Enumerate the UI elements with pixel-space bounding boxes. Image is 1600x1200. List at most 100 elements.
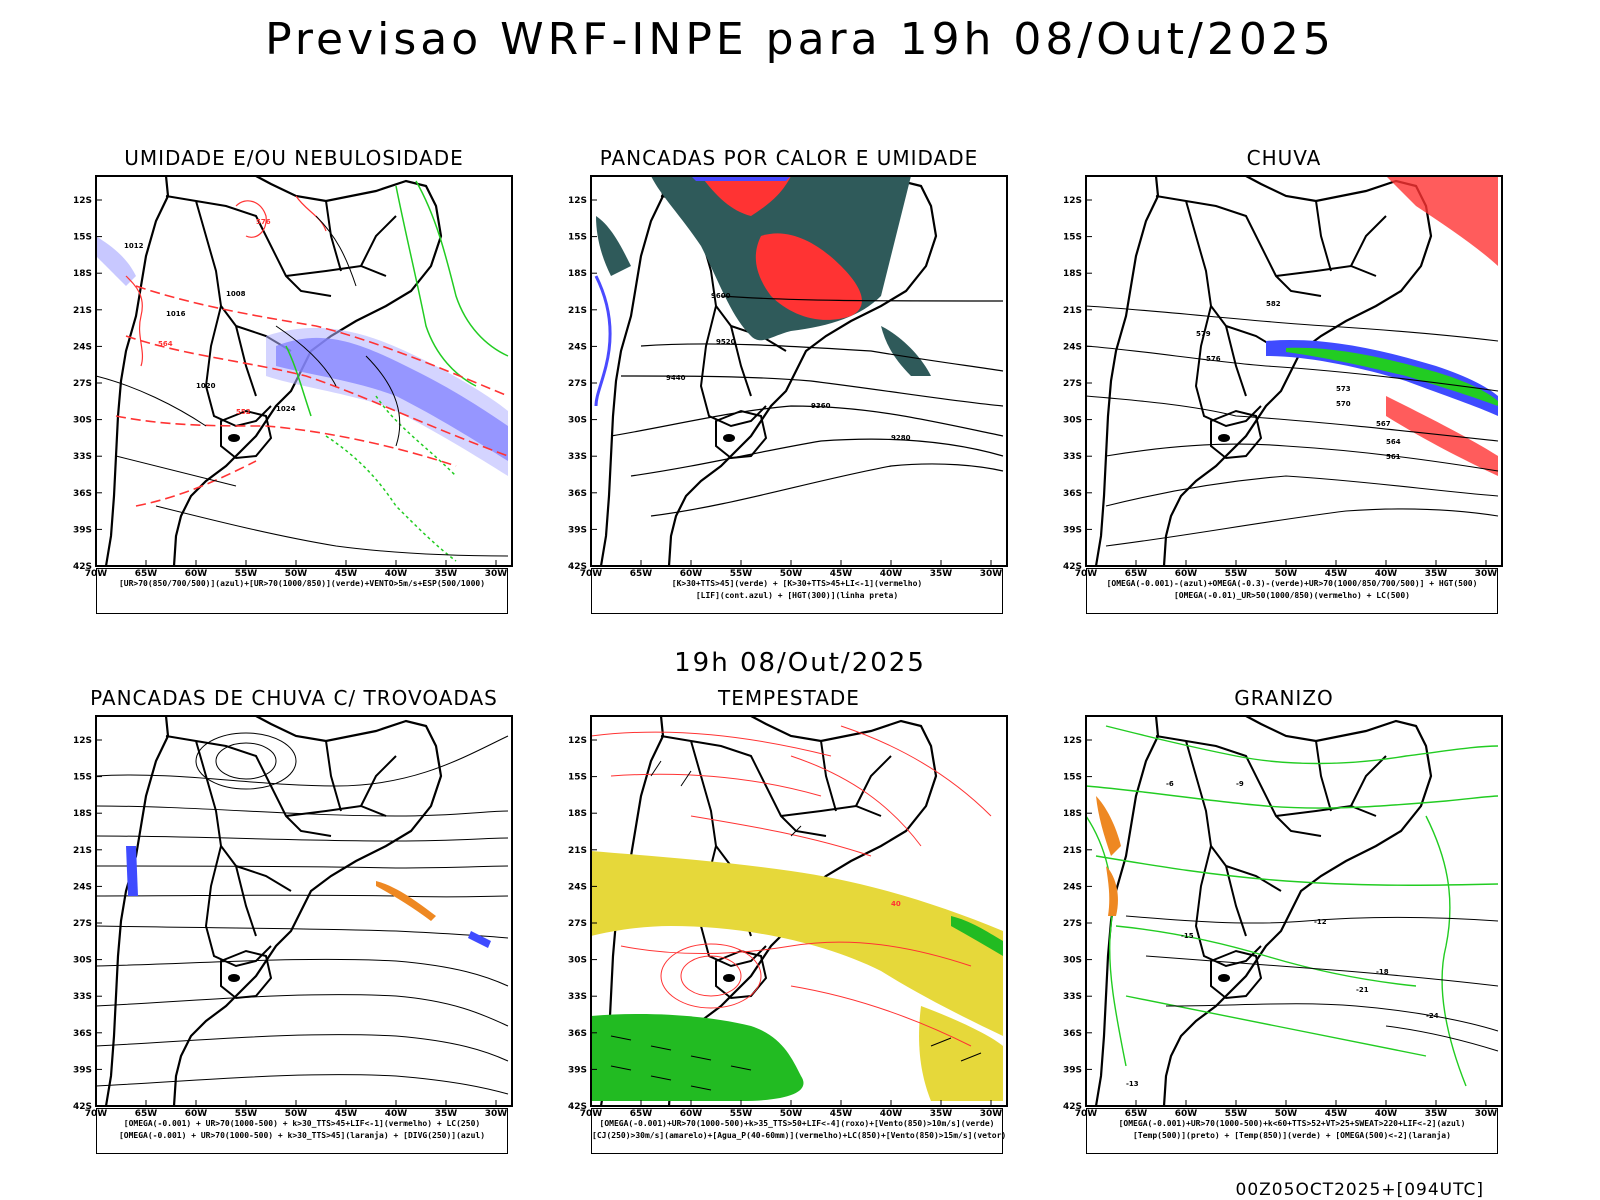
lat-label: 21S bbox=[1063, 846, 1082, 856]
green-wind-east bbox=[951, 916, 1003, 956]
contour-label: -12 bbox=[1314, 918, 1327, 926]
shading-layer bbox=[1096, 796, 1121, 916]
red-rain-band bbox=[1386, 176, 1498, 266]
lon-label: 65W bbox=[135, 569, 158, 579]
basemap bbox=[1094, 175, 1433, 567]
contour-label: 1016 bbox=[166, 310, 186, 318]
lon-label: 30W bbox=[980, 569, 1003, 579]
contour-label: 570 bbox=[1336, 400, 1351, 408]
map-frame bbox=[1085, 715, 1503, 1107]
legend-box: [OMEGA(-0.001)-(azul)+OMEGA(-0.3)-(verde… bbox=[1086, 568, 1498, 614]
lagoon bbox=[228, 974, 240, 982]
lat-label: 18S bbox=[73, 269, 92, 279]
lon-label: 35W bbox=[1425, 569, 1448, 579]
basemap bbox=[104, 715, 443, 1107]
lon-label: 30W bbox=[485, 569, 508, 579]
lat-label: 30S bbox=[1063, 956, 1082, 966]
lat-label: 27S bbox=[73, 379, 92, 389]
contour-label: 552 bbox=[236, 408, 251, 416]
lat-label: 39S bbox=[568, 1065, 587, 1075]
contour-label: -9 bbox=[1236, 780, 1244, 788]
contour-label: 561 bbox=[1386, 453, 1401, 461]
blue-north-strip bbox=[691, 176, 791, 181]
panel-title: PANCADAS POR CALOR E UMIDADE bbox=[599, 146, 979, 170]
lat-label: 18S bbox=[1063, 809, 1082, 819]
panel-pancadas: PANCADAS POR CALOR E UMIDADE 9600 9520 9… bbox=[568, 146, 1009, 626]
lagoon bbox=[1218, 434, 1230, 442]
lat-label: 12S bbox=[73, 196, 92, 206]
lat-label: 27S bbox=[1063, 919, 1082, 929]
contour-label: -18 bbox=[1376, 968, 1389, 976]
lagoon bbox=[1218, 974, 1230, 982]
contour-labels: 1012 1016 1020 1024 1008 552 564 576 bbox=[124, 218, 296, 416]
contour-label: -6 bbox=[1166, 780, 1174, 788]
lat-label: 30S bbox=[1063, 416, 1082, 426]
lat-label: 36S bbox=[568, 1029, 587, 1039]
lon-label: 50W bbox=[780, 1109, 803, 1119]
lon-label: 60W bbox=[680, 1109, 703, 1119]
hgt500-contours bbox=[1085, 305, 1499, 547]
legend-line: [OMEGA(-0.001)-(azul)+OMEGA(-0.3)-(verde… bbox=[1106, 579, 1478, 588]
lon-label: 45W bbox=[830, 569, 853, 579]
lat-label: 33S bbox=[73, 452, 92, 462]
lat-label: 30S bbox=[73, 956, 92, 966]
shading-layer bbox=[96, 236, 508, 476]
lon-label: 30W bbox=[485, 1109, 508, 1119]
shading-layer bbox=[594, 176, 931, 407]
red-north-area bbox=[701, 176, 791, 216]
hgt300-contours bbox=[610, 295, 1004, 517]
lon-label: 45W bbox=[335, 569, 358, 579]
lat-label: 39S bbox=[73, 525, 92, 535]
contour-label: 579 bbox=[1196, 330, 1211, 338]
lat-label: 15S bbox=[568, 233, 587, 243]
lon-label: 40W bbox=[1375, 1109, 1398, 1119]
red-convection-area bbox=[755, 233, 862, 320]
lat-label: 21S bbox=[568, 846, 587, 856]
lon-label: 55W bbox=[1225, 569, 1248, 579]
lat-label: 12S bbox=[1063, 736, 1082, 746]
contour-label: 1020 bbox=[196, 382, 216, 390]
teal-sea-patch bbox=[881, 326, 931, 376]
lat-label: 42S bbox=[73, 562, 92, 572]
lat-label: 39S bbox=[1063, 525, 1082, 535]
isobars bbox=[95, 215, 509, 557]
lat-label: 27S bbox=[73, 919, 92, 929]
lon-label: 30W bbox=[1475, 1109, 1498, 1119]
map-frame bbox=[590, 175, 1008, 567]
lagoon bbox=[228, 434, 240, 442]
blue-omega-band bbox=[1266, 340, 1498, 416]
lat-label: 24S bbox=[568, 882, 587, 892]
uruguay-outline bbox=[1210, 409, 1263, 460]
lat-label: 36S bbox=[73, 489, 92, 499]
teal-west-area bbox=[596, 216, 631, 276]
contour-label: -24 bbox=[1426, 1012, 1439, 1020]
panel-granizo: GRANIZO -12 -15 -18 -21 -24 -13 bbox=[1063, 686, 1504, 1166]
legend-line: [UR>70(850/700/500)](azul)+[UR>70(1000/8… bbox=[118, 579, 486, 588]
contour-label: 9440 bbox=[666, 374, 686, 382]
lon-label: 45W bbox=[335, 1109, 358, 1119]
lat-label: 24S bbox=[73, 882, 92, 892]
contour-labels: 9600 9520 9440 9360 9280 bbox=[666, 292, 911, 442]
contour-label: 576 bbox=[1206, 355, 1221, 363]
uruguay-outline bbox=[220, 409, 273, 460]
country-borders bbox=[165, 195, 397, 428]
lat-label: 12S bbox=[73, 736, 92, 746]
yellow-jet-stream bbox=[591, 851, 1003, 1036]
panel-title: TEMPESTADE bbox=[718, 686, 860, 710]
coastline bbox=[1094, 175, 1433, 567]
map-frame bbox=[590, 715, 1008, 1107]
lat-label: 36S bbox=[73, 1029, 92, 1039]
lat-label: 12S bbox=[1063, 196, 1082, 206]
lon-label: 40W bbox=[880, 1109, 903, 1119]
lat-label: 27S bbox=[1063, 379, 1082, 389]
coastline bbox=[104, 715, 443, 1107]
contour-label: 564 bbox=[158, 340, 173, 348]
orange-omega-area bbox=[1096, 796, 1121, 856]
lat-label: 36S bbox=[568, 489, 587, 499]
lon-label: 40W bbox=[385, 1109, 408, 1119]
lon-label: 60W bbox=[1175, 569, 1198, 579]
lat-label: 42S bbox=[1063, 1102, 1082, 1112]
lon-label: 65W bbox=[1125, 1109, 1148, 1119]
green-contours bbox=[285, 180, 509, 562]
